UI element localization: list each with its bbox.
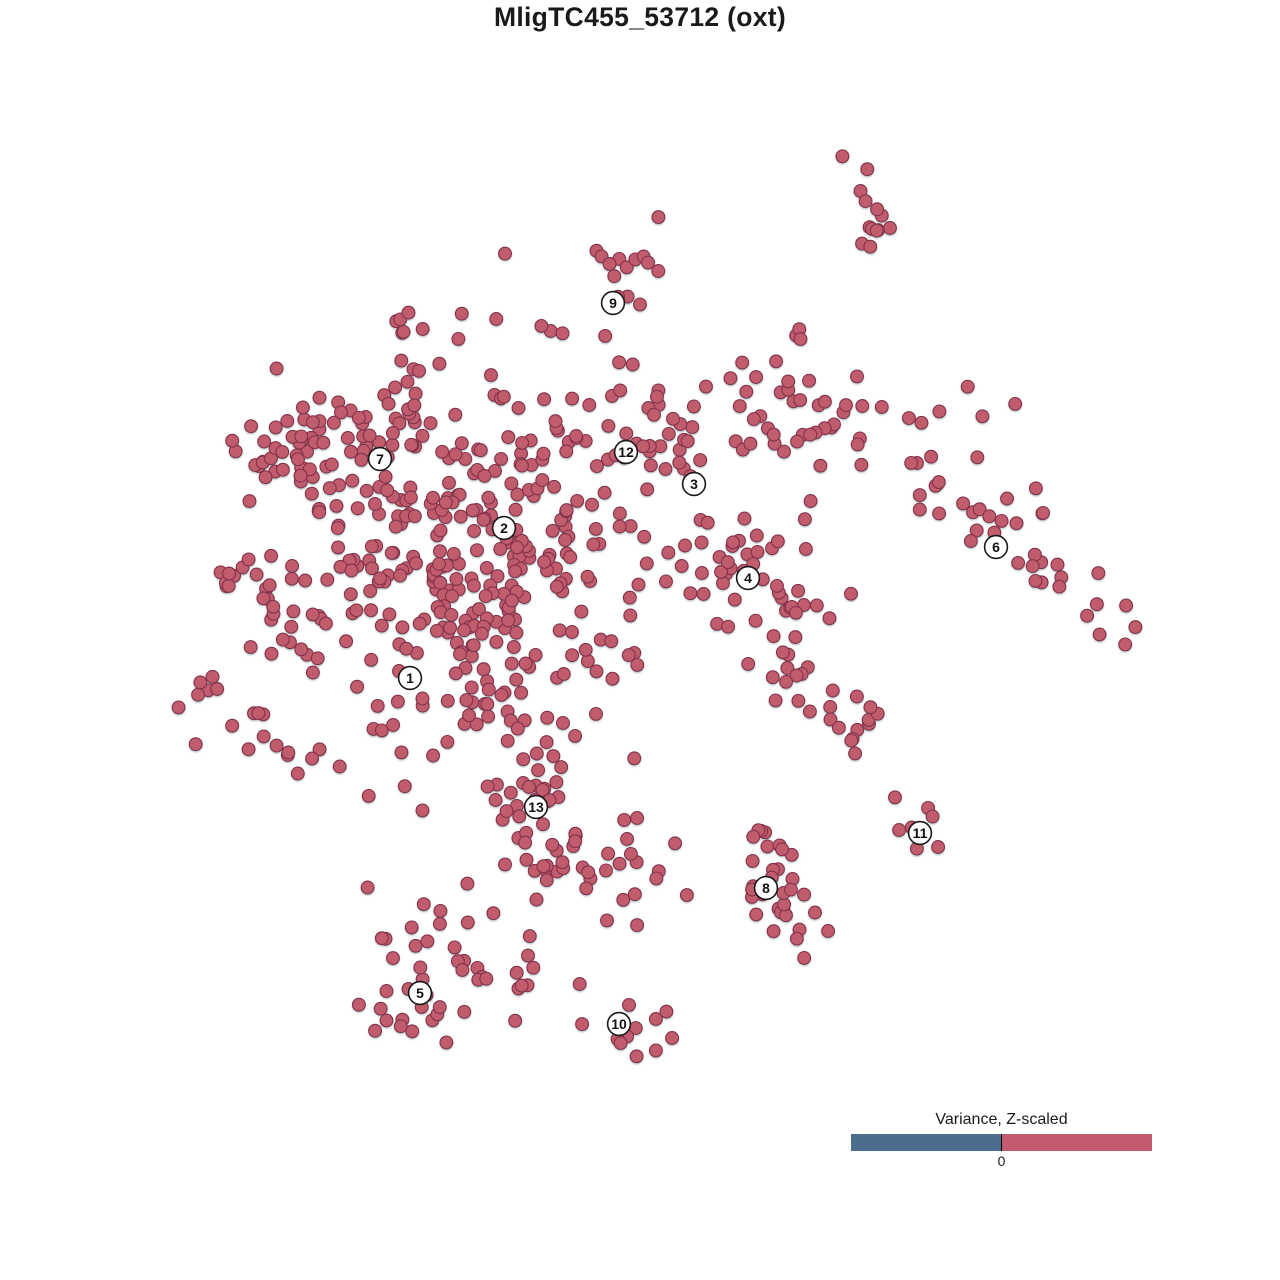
svg-text:11: 11 — [913, 825, 928, 841]
svg-text:9: 9 — [609, 295, 617, 311]
svg-text:2: 2 — [500, 520, 508, 536]
svg-text:4: 4 — [744, 570, 752, 586]
svg-text:1: 1 — [406, 670, 414, 686]
svg-text:7: 7 — [376, 451, 384, 467]
svg-text:12: 12 — [618, 444, 634, 460]
svg-text:6: 6 — [992, 539, 1000, 555]
svg-text:5: 5 — [416, 985, 424, 1001]
svg-text:13: 13 — [528, 799, 544, 815]
svg-text:3: 3 — [690, 476, 698, 492]
svg-text:10: 10 — [611, 1016, 627, 1032]
svg-text:8: 8 — [762, 880, 770, 896]
